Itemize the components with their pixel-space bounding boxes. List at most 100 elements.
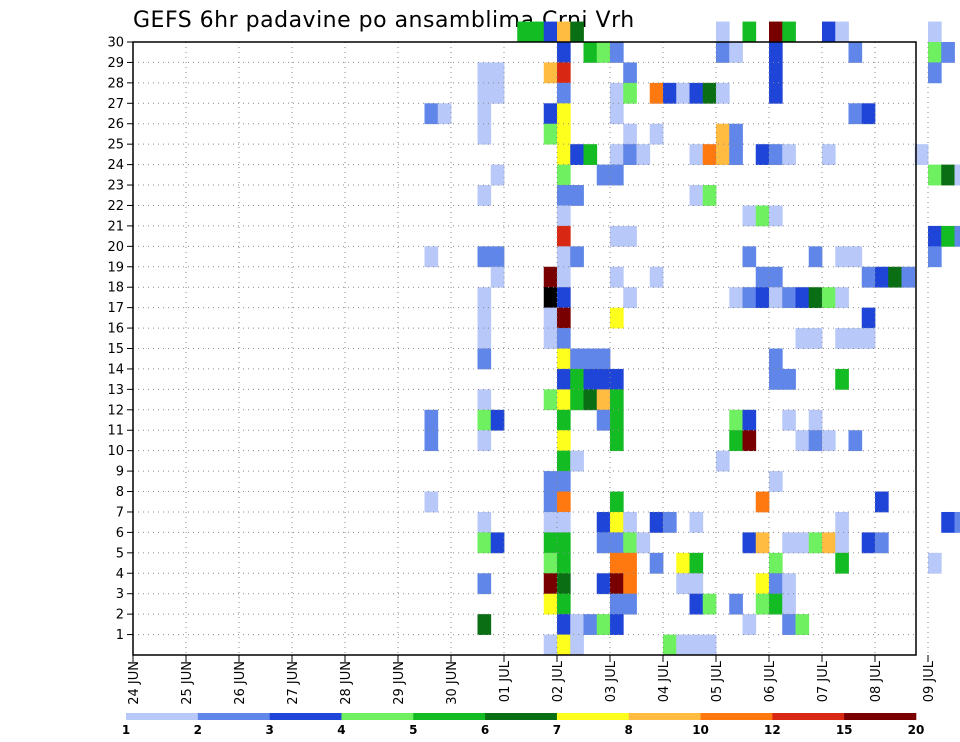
heatmap-cell bbox=[835, 328, 849, 349]
heatmap-cell bbox=[928, 42, 942, 63]
colorbar-tick-label: 10 bbox=[692, 723, 709, 737]
heatmap-cell bbox=[610, 409, 624, 431]
heatmap-cell bbox=[928, 21, 942, 43]
heatmap-cells bbox=[424, 21, 960, 656]
colorbar-tick-label: 3 bbox=[265, 723, 273, 737]
heatmap-cell bbox=[490, 246, 505, 268]
heatmap-cell bbox=[808, 409, 823, 431]
heatmap-cell bbox=[543, 552, 558, 574]
heatmap-cell bbox=[716, 82, 730, 104]
heatmap-cell bbox=[596, 614, 611, 635]
heatmap-cell bbox=[954, 225, 960, 247]
heatmap-cell bbox=[543, 593, 558, 615]
heatmap-cell bbox=[596, 368, 611, 390]
heatmap-cell bbox=[543, 307, 558, 329]
heatmap-cell bbox=[543, 491, 558, 513]
heatmap-cell bbox=[543, 389, 558, 411]
heatmap-cell bbox=[822, 144, 836, 165]
heatmap-cell bbox=[755, 144, 770, 165]
heatmap-cell bbox=[610, 593, 624, 615]
heatmap-cell bbox=[424, 409, 439, 431]
heatmap-cell bbox=[689, 82, 704, 104]
y-tick-label: 30 bbox=[107, 36, 124, 51]
heatmap-cell bbox=[477, 328, 492, 349]
heatmap-cell bbox=[649, 266, 664, 288]
heatmap-cell bbox=[782, 368, 796, 390]
heatmap-cell bbox=[928, 246, 942, 268]
heatmap-cell bbox=[835, 552, 849, 574]
heatmap-cell bbox=[543, 103, 558, 125]
heatmap-cell bbox=[610, 82, 624, 104]
heatmap-cell bbox=[755, 491, 770, 513]
heatmap-cell bbox=[477, 409, 492, 431]
heatmap-cell bbox=[623, 62, 637, 84]
heatmap-cell bbox=[795, 287, 810, 309]
heatmap-cell bbox=[808, 532, 823, 554]
heatmap-cell bbox=[557, 471, 571, 492]
heatmap-cell bbox=[557, 593, 571, 615]
y-tick-label: 13 bbox=[107, 383, 124, 398]
heatmap-cell bbox=[623, 82, 637, 104]
heatmap-cell bbox=[490, 266, 505, 288]
y-tick-label: 2 bbox=[116, 608, 124, 623]
heatmap-cell bbox=[623, 225, 637, 247]
x-tick-label: 02 JUL bbox=[551, 660, 566, 702]
heatmap-cell bbox=[742, 246, 757, 268]
heatmap-cell bbox=[769, 42, 783, 63]
heatmap-cell bbox=[490, 82, 505, 104]
colorbar-tick-label: 7 bbox=[553, 723, 561, 737]
x-tick-label: 30 JUN bbox=[445, 661, 460, 705]
heatmap-cell bbox=[570, 246, 584, 268]
heatmap-cell bbox=[954, 164, 960, 186]
x-tick-label: 27 JUN bbox=[286, 661, 301, 705]
heatmap-cell bbox=[543, 634, 558, 656]
heatmap-cell bbox=[795, 430, 810, 452]
heatmap-cell bbox=[795, 614, 810, 635]
heatmap-cell bbox=[689, 634, 704, 656]
heatmap-cell bbox=[543, 511, 558, 533]
heatmap-cell bbox=[835, 21, 849, 43]
y-tick-label: 9 bbox=[116, 465, 124, 480]
heatmap-cell bbox=[610, 532, 624, 554]
heatmap-cell bbox=[769, 368, 783, 390]
heatmap-cell bbox=[557, 430, 571, 452]
heatmap-cell bbox=[543, 62, 558, 84]
heatmap-cell bbox=[808, 287, 823, 309]
heatmap-cell bbox=[716, 144, 730, 165]
heatmap-cell bbox=[702, 144, 717, 165]
heatmap-cell bbox=[557, 307, 571, 329]
heatmap-cell bbox=[822, 430, 836, 452]
colorbar-segment bbox=[413, 713, 486, 720]
heatmap-cell bbox=[477, 287, 492, 309]
heatmap-cell bbox=[742, 430, 757, 452]
y-tick-label: 3 bbox=[116, 587, 124, 602]
y-tick-label: 26 bbox=[107, 117, 124, 132]
y-tick-label: 28 bbox=[107, 76, 124, 91]
heatmap-cell bbox=[557, 491, 571, 513]
x-tick-label: 03 JUL bbox=[604, 660, 619, 702]
y-tick-label: 16 bbox=[107, 322, 124, 337]
heatmap-cell bbox=[623, 532, 637, 554]
heatmap-cell bbox=[861, 328, 876, 349]
heatmap-cell bbox=[716, 450, 730, 472]
heatmap-cell bbox=[557, 21, 571, 43]
heatmap-cell bbox=[477, 123, 492, 145]
heatmap-cell bbox=[861, 532, 876, 554]
heatmap-cell bbox=[610, 225, 624, 247]
colorbar-segment bbox=[772, 713, 845, 720]
heatmap-cell bbox=[888, 266, 902, 288]
heatmap-cell bbox=[782, 532, 796, 554]
heatmap-cell bbox=[689, 573, 704, 595]
heatmap-cell bbox=[729, 123, 743, 145]
heatmap-cell bbox=[928, 552, 942, 574]
heatmap-cell bbox=[649, 511, 664, 533]
heatmap-cell bbox=[477, 246, 492, 268]
heatmap-cell bbox=[689, 185, 704, 206]
heatmap-cell bbox=[557, 634, 571, 656]
heatmap-cell bbox=[557, 266, 571, 288]
heatmap-cell bbox=[742, 532, 757, 554]
heatmap-cell bbox=[676, 573, 690, 595]
heatmap-cell bbox=[557, 205, 571, 227]
grid-lines bbox=[133, 42, 929, 655]
